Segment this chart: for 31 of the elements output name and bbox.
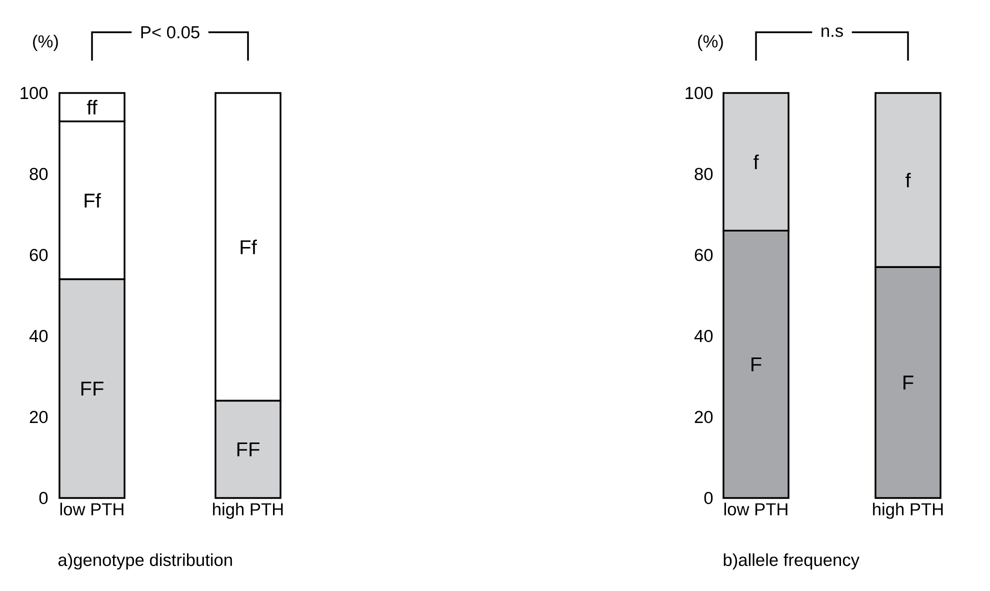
y-tick-label: 40	[694, 330, 713, 342]
x-tick-label: low PTH	[60, 502, 124, 516]
text: f	[906, 172, 911, 188]
y-axis-title: (%)	[698, 34, 723, 51]
text: P< 0.05	[141, 26, 200, 38]
y-tick-label: 60	[30, 248, 48, 262]
y-tick-label: 80	[30, 168, 48, 180]
y-tick-label: 60	[694, 248, 713, 262]
y-tick-label: 40	[29, 330, 48, 342]
y-tick-label: 20	[30, 410, 48, 424]
x-tick-label: high PTH	[213, 502, 283, 519]
series-label: f	[754, 154, 759, 170]
y-tick-label: 0	[39, 492, 48, 504]
y-tick-label: 100	[20, 86, 48, 100]
text: b)allele frequency	[724, 553, 860, 570]
series-label: Ff	[240, 240, 257, 254]
y-axis-title: (%)	[33, 34, 58, 51]
text: a)genotype distribution	[58, 553, 232, 570]
text: F	[904, 376, 914, 390]
y-tick-label: 20	[694, 410, 713, 424]
y-tick-label: 100	[686, 86, 713, 100]
y-tick-label: 0	[704, 492, 713, 504]
text: Ff	[84, 193, 101, 208]
text: FF	[81, 382, 104, 396]
text: n.s	[822, 27, 843, 37]
series-label: FF	[237, 442, 260, 456]
x-tick-label: high PTH	[873, 502, 943, 519]
y-tick-label: 80	[694, 168, 713, 180]
series-label: F	[752, 357, 762, 372]
series-label: ff	[86, 100, 98, 114]
x-tick-label: low PTH	[724, 502, 788, 516]
